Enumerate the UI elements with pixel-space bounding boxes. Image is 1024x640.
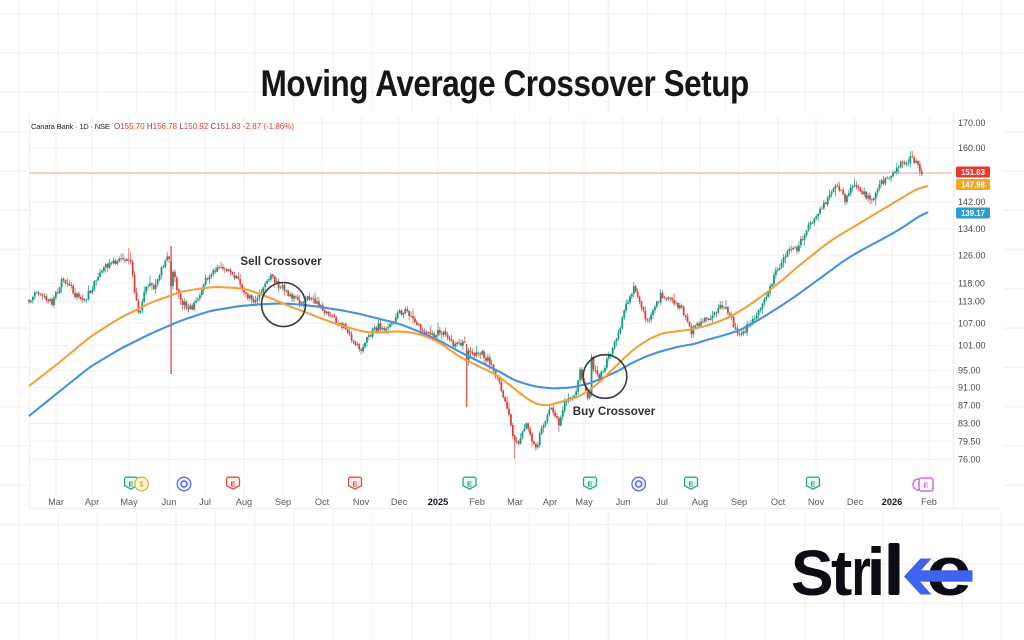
svg-text:113.00: 113.00 (958, 297, 985, 307)
svg-text:160.00: 160.00 (958, 143, 986, 153)
svg-text:2025: 2025 (428, 497, 448, 507)
svg-text:r: r (852, 533, 871, 610)
svg-text:139.17: 139.17 (961, 209, 985, 218)
svg-text:E: E (587, 480, 592, 489)
svg-text:Aug: Aug (692, 497, 708, 507)
svg-text:Dec: Dec (391, 497, 408, 507)
svg-text:101.00: 101.00 (958, 341, 986, 351)
svg-text:E: E (230, 480, 235, 489)
svg-text:E: E (810, 480, 815, 489)
svg-text:2026: 2026 (882, 497, 902, 507)
svg-text:107.00: 107.00 (958, 318, 986, 328)
svg-text:170.00: 170.00 (958, 118, 986, 128)
svg-text:S: S (791, 537, 834, 609)
svg-text:134.00: 134.00 (958, 224, 986, 234)
svg-text:Buy Crossover: Buy Crossover (573, 405, 656, 418)
svg-text:E: E (467, 480, 472, 489)
svg-text:Jun: Jun (616, 497, 631, 507)
svg-text:Oct: Oct (315, 497, 330, 507)
svg-text:Mar: Mar (507, 497, 523, 507)
svg-text:Aug: Aug (236, 497, 252, 507)
svg-text:Mar: Mar (48, 497, 64, 507)
svg-text:Feb: Feb (921, 497, 937, 507)
svg-text:Oct: Oct (771, 497, 786, 507)
svg-text:t: t (831, 537, 852, 609)
svg-text:76.00: 76.00 (958, 455, 981, 465)
svg-text:Sep: Sep (275, 497, 291, 507)
svg-text:Jul: Jul (199, 497, 211, 507)
svg-text:87.00: 87.00 (958, 400, 981, 410)
svg-text:147.98: 147.98 (961, 180, 986, 189)
svg-text:Feb: Feb (469, 497, 485, 507)
svg-text:151.83: 151.83 (961, 168, 986, 177)
svg-text:Jul: Jul (656, 497, 668, 507)
svg-text:91.00: 91.00 (958, 383, 981, 393)
svg-text:126.00: 126.00 (958, 250, 986, 260)
svg-text:Apr: Apr (85, 497, 99, 507)
svg-text:i: i (867, 534, 886, 610)
svg-text:May: May (575, 497, 593, 507)
svg-text:79.50: 79.50 (958, 436, 981, 446)
svg-text:E: E (688, 480, 693, 489)
svg-text:$: $ (139, 480, 144, 489)
svg-text:Nov: Nov (353, 497, 370, 507)
svg-text:O155.70 H156.78 L150.92 C151.8: O155.70 H156.78 L150.92 C151.83 -2.87 (-… (114, 122, 294, 131)
svg-text:Sell Crossover: Sell Crossover (240, 255, 322, 268)
svg-text:95.00: 95.00 (958, 366, 981, 376)
svg-text:Nov: Nov (808, 497, 825, 507)
svg-text:E: E (352, 480, 357, 489)
svg-text:Dec: Dec (847, 497, 864, 507)
svg-text:Jun: Jun (162, 497, 177, 507)
svg-text:Canara Bank · 1D · NSE: Canara Bank · 1D · NSE (31, 122, 110, 131)
svg-text:E: E (923, 480, 928, 489)
svg-text:118.00: 118.00 (958, 278, 985, 288)
svg-text:142.00: 142.00 (958, 197, 986, 207)
svg-text:Sep: Sep (731, 497, 747, 507)
svg-text:83.00: 83.00 (958, 419, 981, 429)
svg-text:Apr: Apr (543, 497, 557, 507)
svg-text:E: E (128, 480, 133, 489)
svg-text:May: May (120, 497, 138, 507)
